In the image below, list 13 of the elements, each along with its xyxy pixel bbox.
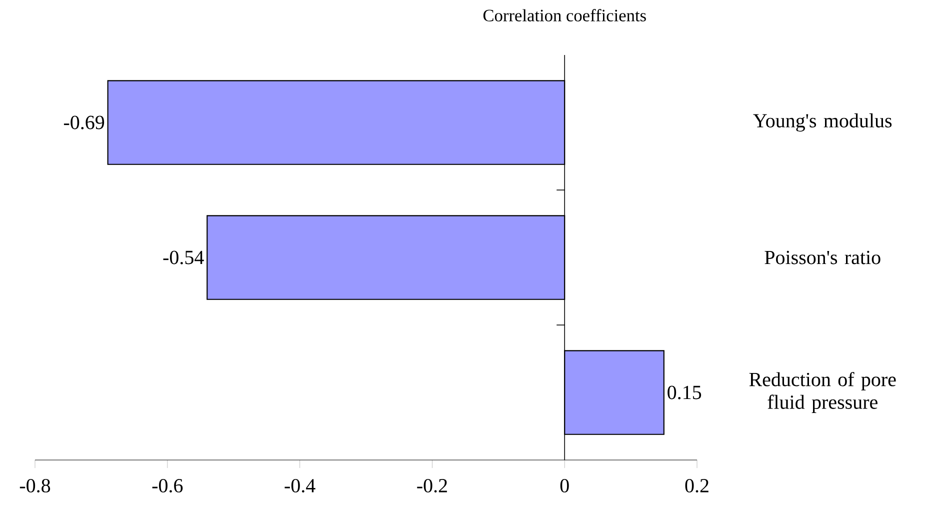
x-tick-label: -0.4 — [284, 478, 316, 493]
y-tick-label: Poisson's ratio — [764, 250, 880, 264]
chart-title: Correlation coefficients — [483, 9, 646, 22]
data-label: -0.54 — [163, 250, 204, 264]
y-tick-label: Reduction of pore fluid pressure — [749, 372, 896, 414]
x-tick-label: 0 — [560, 478, 569, 492]
x-tick-label: -0.6 — [152, 478, 183, 493]
y-tick-label: Young's modulus — [753, 113, 892, 132]
x-tick-label: -0.2 — [417, 478, 447, 493]
data-label: 0.15 — [668, 386, 702, 400]
x-tick-label: -0.8 — [20, 478, 50, 493]
data-label: -0.69 — [64, 116, 104, 130]
x-tick-label: 0.2 — [685, 478, 708, 493]
